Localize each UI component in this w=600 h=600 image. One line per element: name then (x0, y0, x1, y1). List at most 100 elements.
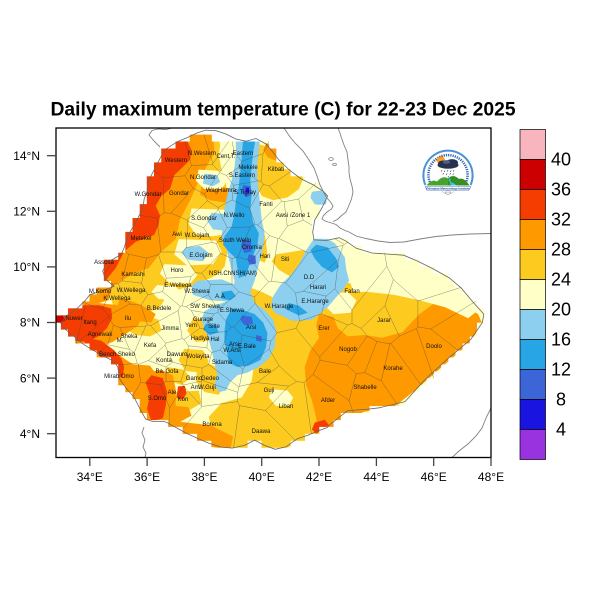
svg-text:Oromia: Oromia (242, 245, 262, 251)
svg-text:Jarar: Jarar (377, 318, 391, 324)
svg-text:N.Wello: N.Wello (224, 213, 246, 219)
svg-text:38°E: 38°E (191, 470, 217, 484)
svg-text:Ba.: Ba. (155, 369, 164, 375)
svg-text:Ethiopian Meteorology Institut: Ethiopian Meteorology Institute (426, 186, 470, 190)
svg-text:W.Gojam: W.Gojam (185, 233, 210, 239)
svg-text:6°N: 6°N (20, 371, 40, 385)
svg-text:W.Hararge: W.Hararge (265, 304, 294, 310)
svg-text:Western: Western (165, 158, 187, 164)
svg-text:Awi: Awi (172, 232, 182, 238)
svg-text:Erer: Erer (318, 326, 329, 332)
svg-text:Kamashi: Kamashi (121, 272, 144, 278)
svg-text:42°E: 42°E (306, 470, 332, 484)
svg-text:Siti: Siti (281, 257, 289, 263)
svg-text:K.Wellega: K.Wellega (103, 296, 131, 302)
svg-text:Doolo: Doolo (426, 344, 442, 350)
svg-text:20: 20 (551, 300, 571, 320)
svg-text:Gedeo: Gedeo (201, 376, 220, 382)
svg-text:Ilu: Ilu (125, 316, 131, 322)
svg-text:A.A: A.A (215, 294, 225, 300)
svg-text:W.Arsi: W.Arsi (223, 348, 240, 354)
svg-text:8°N: 8°N (20, 316, 40, 330)
svg-text:Konta: Konta (156, 358, 172, 364)
svg-text:40°E: 40°E (249, 470, 275, 484)
svg-text:Kilbati: Kilbati (268, 167, 284, 173)
svg-text:Jimma: Jimma (161, 326, 179, 332)
svg-text:Korahe: Korahe (383, 366, 403, 372)
svg-text:W.Shewa: W.Shewa (184, 289, 210, 295)
svg-text:D.D: D.D (304, 275, 315, 281)
svg-text:24: 24 (551, 270, 571, 290)
svg-text:Hari: Hari (259, 254, 270, 260)
svg-text:12°N: 12°N (13, 205, 40, 219)
svg-text:46°E: 46°E (421, 470, 447, 484)
svg-text:10°N: 10°N (13, 260, 40, 274)
svg-text:Wolayita: Wolayita (187, 354, 211, 360)
svg-text:N.Western: N.Western (188, 151, 216, 157)
svg-text:Kon: Kon (178, 397, 189, 403)
svg-text:Silte: Silte (208, 324, 220, 330)
svg-text:Sheka: Sheka (120, 334, 138, 340)
svg-text:W.Gondar: W.Gondar (134, 192, 161, 198)
svg-text:S.Eastern: S.Eastern (229, 173, 255, 179)
svg-text:Mekele: Mekele (238, 165, 258, 171)
svg-text:36°E: 36°E (134, 470, 160, 484)
svg-text:Metekel: Metekel (130, 236, 151, 242)
svg-text:36: 36 (551, 180, 571, 200)
svg-text:M.: M. (117, 338, 124, 344)
svg-text:E.Shewa: E.Shewa (220, 308, 245, 314)
svg-text:B.Bedele: B.Bedele (147, 306, 172, 312)
svg-text:Cent.T.: Cent.T. (216, 154, 235, 160)
svg-text:32: 32 (551, 210, 571, 230)
svg-text:S.Gondar: S.Gondar (191, 216, 217, 222)
svg-text:28: 28 (551, 240, 571, 260)
svg-text:S.Omo: S.Omo (148, 396, 167, 402)
svg-text:Yem: Yem (185, 323, 197, 329)
svg-text:8: 8 (556, 390, 566, 410)
svg-text:Ale: Ale (168, 390, 177, 396)
svg-text:Afder: Afder (321, 398, 335, 404)
svg-text:Borena: Borena (202, 422, 222, 428)
svg-text:Itang: Itang (83, 320, 96, 326)
svg-text:Fafan: Fafan (344, 289, 359, 295)
svg-text:4: 4 (556, 420, 566, 440)
svg-text:12: 12 (551, 360, 571, 380)
svg-text:E.Hararge: E.Hararge (301, 299, 329, 305)
svg-text:Bale: Bale (259, 369, 272, 375)
svg-text:Kefa: Kefa (144, 343, 157, 349)
svg-text:4°N: 4°N (20, 427, 40, 441)
svg-text:Gondar: Gondar (169, 191, 189, 197)
svg-text:Hadiya: Hadiya (191, 336, 210, 342)
svg-text:Daily maximum temperature (C): Daily maximum temperature (C) for 22-23 … (50, 100, 515, 121)
svg-text:Arsi: Arsi (229, 342, 239, 348)
svg-text:Agnewak: Agnewak (88, 332, 114, 338)
svg-text:M.Komo: M.Komo (89, 289, 112, 295)
svg-text:South Wello: South Wello (219, 238, 252, 244)
svg-text:NSH(AM): NSH(AM) (231, 271, 257, 277)
svg-text:Daawa: Daawa (252, 429, 271, 435)
svg-text:E.Bale: E.Bale (238, 344, 256, 350)
svg-text:Eastern: Eastern (233, 151, 254, 157)
svg-text:E.Wellega: E.Wellega (164, 283, 192, 289)
svg-text:14°N: 14°N (13, 149, 40, 163)
svg-text:44°E: 44°E (363, 470, 389, 484)
svg-text:Assosa: Assosa (94, 260, 114, 266)
svg-text:Horo: Horo (170, 268, 184, 274)
svg-text:Harari: Harari (310, 285, 326, 291)
svg-text:Gofa: Gofa (165, 369, 179, 375)
svg-text:Gamo: Gamo (186, 376, 203, 382)
svg-text:S.Tigray: S.Tigray (234, 190, 256, 196)
svg-text:W.Guji: W.Guji (198, 385, 216, 391)
svg-text:Sidama: Sidama (212, 360, 233, 366)
svg-text:Dawuro: Dawuro (167, 352, 188, 358)
svg-text:Arsi: Arsi (246, 325, 256, 331)
svg-text:Nuwer: Nuwer (65, 316, 82, 322)
svg-text:16: 16 (551, 330, 571, 350)
svg-text:Nogob: Nogob (339, 347, 357, 353)
svg-text:N.Gondar: N.Gondar (190, 175, 216, 181)
svg-text:48°E: 48°E (478, 470, 504, 484)
svg-text:Fanti: Fanti (259, 202, 272, 208)
svg-text:Mirab Omo: Mirab Omo (104, 374, 134, 380)
svg-text:Liban: Liban (279, 404, 294, 410)
svg-text:Gurage: Gurage (193, 317, 214, 323)
